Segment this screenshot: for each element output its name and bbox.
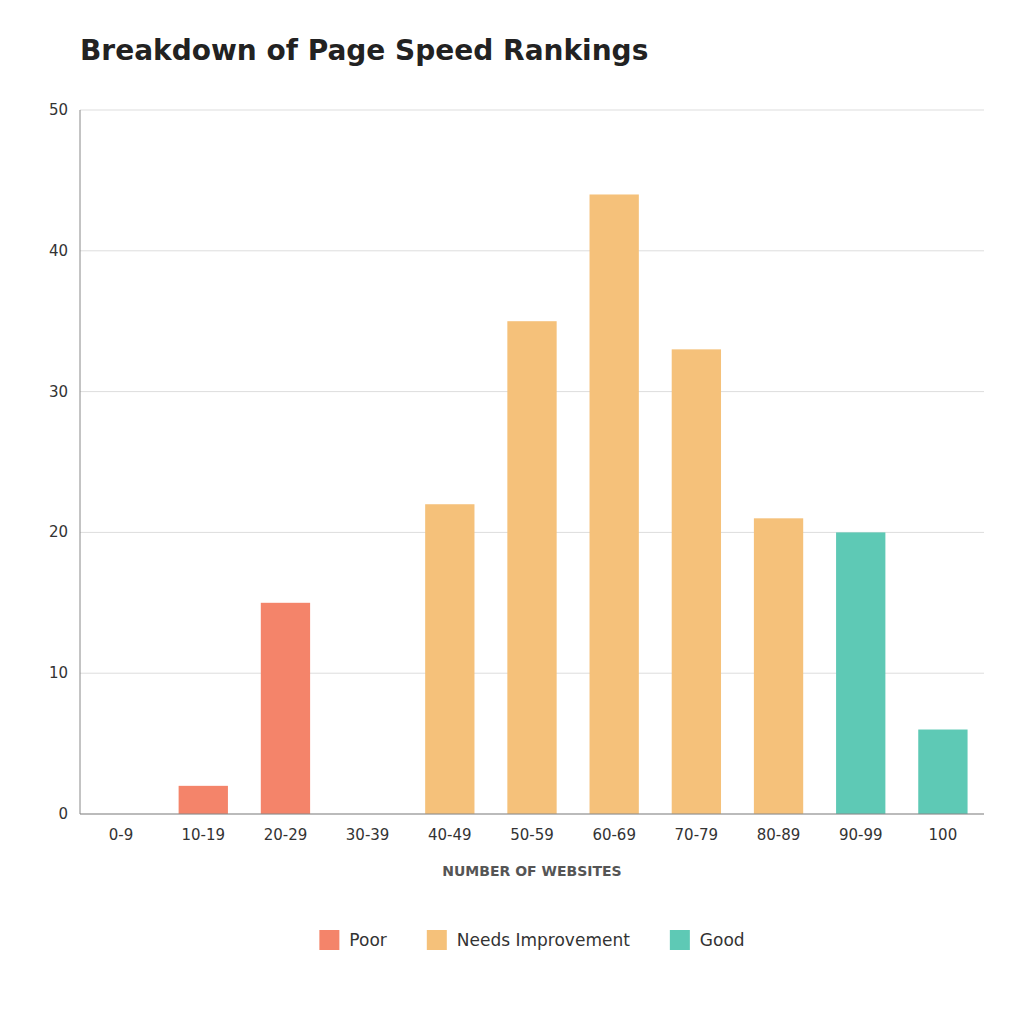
- bar: [836, 532, 885, 814]
- x-tick-label: 30-39: [346, 826, 390, 844]
- legend-item: Good: [670, 930, 745, 950]
- bar: [261, 603, 310, 814]
- title: Breakdown of Page Speed Rankings: [80, 34, 648, 67]
- x-tick-label: 60-69: [592, 826, 636, 844]
- legend-label: Poor: [349, 930, 386, 950]
- bar: [672, 349, 721, 814]
- chart: Breakdown of Page Speed Rankings 0 10 20 30 4…: [0, 0, 1024, 1024]
- grid-line: [80, 110, 984, 111]
- x-axis-line: [80, 814, 984, 815]
- bar: [179, 786, 228, 814]
- grid-line: [80, 814, 984, 815]
- x-tick-label: 100: [929, 826, 958, 844]
- legend-swatch: [319, 930, 339, 950]
- x-tick-label: 0-9: [109, 826, 134, 844]
- x-tick-label: 20-29: [264, 826, 308, 844]
- grid-line: [80, 250, 984, 251]
- bar: [507, 321, 556, 814]
- y-tick-label: 50: [49, 101, 68, 119]
- legend: Poor Needs Improvement Good: [319, 930, 744, 950]
- y-tick-label: 20: [49, 523, 68, 541]
- y-tick-label: 10: [49, 664, 68, 682]
- x-axis-label: NUMBER OF WEBSITES: [442, 863, 621, 879]
- bar: [425, 504, 474, 814]
- grid: [80, 110, 984, 814]
- x-tick-label: 90-99: [839, 826, 883, 844]
- bar: [918, 730, 967, 814]
- legend-item: Poor: [319, 930, 386, 950]
- y-tick-label: 30: [49, 383, 68, 401]
- bar: [754, 518, 803, 814]
- x-tick-label: 80-89: [757, 826, 801, 844]
- bars: [179, 194, 968, 814]
- y-tick-label: 40: [49, 242, 68, 260]
- legend-label: Needs Improvement: [457, 930, 630, 950]
- y-axis-line: [80, 110, 81, 814]
- x-tick-label: 70-79: [675, 826, 719, 844]
- y-tick-label: 0: [58, 805, 68, 823]
- x-tick-label: 50-59: [510, 826, 554, 844]
- bar: [590, 194, 639, 814]
- legend-item: Needs Improvement: [427, 930, 630, 950]
- legend-swatch: [427, 930, 447, 950]
- legend-label: Good: [700, 930, 745, 950]
- x-tick-label: 10-19: [181, 826, 225, 844]
- x-tick-label: 40-49: [428, 826, 472, 844]
- legend-swatch: [670, 930, 690, 950]
